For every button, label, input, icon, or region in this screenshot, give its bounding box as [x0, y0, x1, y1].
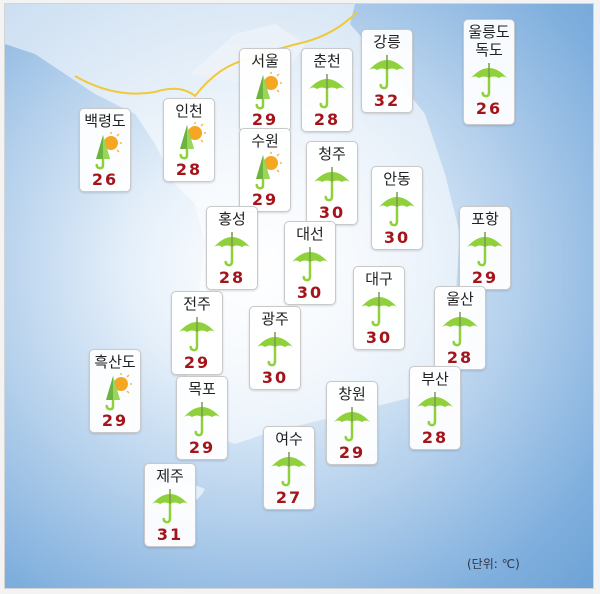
station-card: 강릉 32 — [361, 29, 413, 113]
station-temperature: 31 — [156, 525, 184, 544]
closed-umbrella-sun-icon — [240, 151, 290, 191]
station-temperature: 29 — [251, 190, 279, 209]
closed-umbrella-sun-icon — [80, 131, 130, 171]
station-card: 백령도 26 — [79, 108, 131, 192]
station-temperature: 26 — [91, 170, 119, 189]
umbrella-icon — [285, 244, 335, 284]
station-name: 홍성 — [218, 210, 246, 228]
station-name: 대선 — [296, 225, 324, 243]
closed-umbrella-sun-icon — [240, 71, 290, 111]
umbrella-icon — [354, 289, 404, 329]
station-temperature: 28 — [218, 268, 246, 287]
station-name: 포항 — [471, 210, 499, 228]
station-name: 강릉 — [373, 33, 401, 51]
station-card: 포항 29 — [459, 206, 511, 290]
station-card: 춘천 28 — [301, 48, 353, 132]
umbrella-icon — [264, 449, 314, 489]
umbrella-icon — [362, 52, 412, 92]
unit-label: (단위: ℃) — [467, 557, 520, 571]
station-name: 청주 — [318, 145, 346, 163]
station-temperature: 29 — [188, 438, 216, 457]
umbrella-icon — [435, 309, 485, 349]
station-card: 울산 28 — [434, 286, 486, 370]
umbrella-icon — [172, 314, 222, 354]
umbrella-icon — [145, 486, 195, 526]
station-temperature: 30 — [261, 368, 289, 387]
station-temperature: 30 — [365, 328, 393, 347]
station-temperature: 29 — [251, 110, 279, 129]
station-name: 목포 — [188, 380, 216, 398]
station-temperature: 28 — [175, 160, 203, 179]
station-temperature: 30 — [383, 228, 411, 247]
station-name: 인천 — [175, 102, 203, 120]
station-name: 안동 — [383, 170, 411, 188]
station-name: 광주 — [261, 310, 289, 328]
station-card: 서울 29 — [239, 48, 291, 132]
station-temperature: 28 — [446, 348, 474, 367]
closed-umbrella-sun-icon — [164, 121, 214, 161]
closed-umbrella-sun-icon — [90, 372, 140, 412]
station-temperature: 29 — [101, 411, 129, 430]
station-name: 전주 — [183, 295, 211, 313]
station-temperature: 26 — [475, 99, 503, 118]
station-name: 울릉도 독도 — [468, 23, 510, 59]
station-temperature: 30 — [296, 283, 324, 302]
station-name: 여수 — [275, 430, 303, 448]
umbrella-icon — [250, 329, 300, 369]
station-card: 창원 29 — [326, 381, 378, 465]
umbrella-icon — [410, 389, 460, 429]
station-card: 인천 28 — [163, 98, 215, 182]
station-name: 수원 — [251, 132, 279, 150]
station-temperature: 29 — [471, 268, 499, 287]
station-name: 백령도 — [84, 112, 126, 130]
station-temperature: 29 — [183, 353, 211, 372]
station-card: 제주 31 — [144, 463, 196, 547]
station-card: 여수 27 — [263, 426, 315, 510]
station-card: 홍성 28 — [206, 206, 258, 290]
station-card: 대선 30 — [284, 221, 336, 305]
station-name: 대구 — [365, 270, 393, 288]
umbrella-icon — [302, 71, 352, 111]
umbrella-icon — [207, 229, 257, 269]
station-name: 흑산도 — [94, 353, 136, 371]
station-name: 창원 — [338, 385, 366, 403]
station-name: 울산 — [446, 290, 474, 308]
station-temperature: 28 — [421, 428, 449, 447]
umbrella-icon — [372, 189, 422, 229]
umbrella-icon — [177, 399, 227, 439]
station-card: 수원 29 — [239, 128, 291, 212]
station-card: 울릉도 독도 26 — [463, 19, 515, 125]
station-temperature: 28 — [313, 110, 341, 129]
station-name: 서울 — [251, 52, 279, 70]
station-temperature: 32 — [373, 91, 401, 110]
umbrella-icon — [460, 229, 510, 269]
station-card: 전주 29 — [171, 291, 223, 375]
station-card: 목포 29 — [176, 376, 228, 460]
station-card: 흑산도 29 — [89, 349, 141, 433]
station-temperature: 27 — [275, 488, 303, 507]
station-name: 제주 — [156, 467, 184, 485]
station-card: 안동 30 — [371, 166, 423, 250]
station-card: 청주 30 — [306, 141, 358, 225]
station-name: 춘천 — [313, 52, 341, 70]
station-name: 부산 — [421, 370, 449, 388]
station-card: 부산 28 — [409, 366, 461, 450]
station-card: 광주 30 — [249, 306, 301, 390]
umbrella-icon — [464, 60, 514, 100]
umbrella-icon — [327, 404, 377, 444]
umbrella-icon — [307, 164, 357, 204]
station-temperature: 29 — [338, 443, 366, 462]
weather-map: 백령도 26 인천 28 서울 29 수원 29 춘천 28 강릉 32 울릉도 독도 26 청주 30 안동 3… — [4, 3, 594, 589]
station-temperature: 30 — [318, 203, 346, 222]
station-card: 대구 30 — [353, 266, 405, 350]
